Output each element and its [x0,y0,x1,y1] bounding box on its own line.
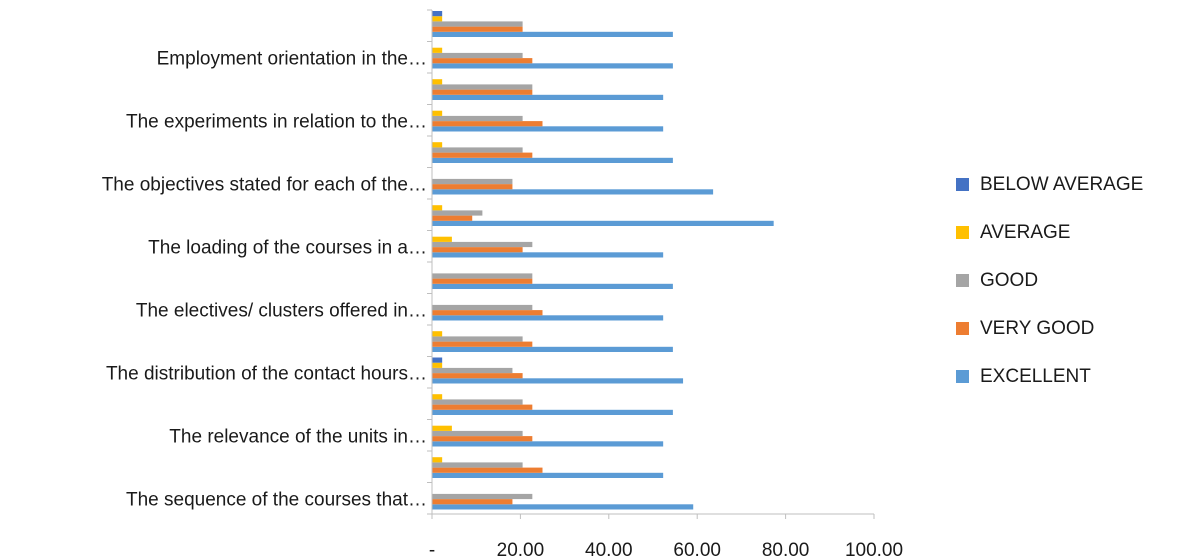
bar-very-good-2 [432,436,533,442]
x-tick-label: 60.00 [673,540,721,560]
legend-swatch-average [956,226,969,239]
bar-good-6 [432,304,533,311]
legend-label-good: GOOD [980,270,1038,291]
axes-group [427,9,875,519]
bar-excellent-2 [432,441,664,447]
legend-label-very-good: VERY GOOD [980,318,1094,339]
bar-very-good-15 [432,26,523,32]
category-label: The distribution of the contact hours… [106,363,427,384]
bar-very-good-7 [432,278,533,284]
bar-average-13 [432,79,443,85]
bar-excellent-6 [432,315,664,321]
x-tick-label: 40.00 [585,540,633,560]
bar-good-7 [432,273,533,279]
bar-average-14 [432,47,443,53]
legend-swatch-very-good [956,322,969,335]
bar-good-11 [432,147,523,153]
bar-good-4 [432,367,513,374]
category-label: The sequence of the courses that… [126,489,427,510]
bar-very-good-8 [432,247,523,253]
bar-excellent-9 [432,220,774,226]
bar-excellent-12 [432,126,664,132]
bar-average-4 [432,362,443,368]
bar-average-9 [432,205,443,211]
bar-good-3 [432,399,523,405]
bar-very-good-0 [432,499,513,505]
bar-good-0 [432,493,533,500]
bar-average-1 [432,457,443,463]
bar-good-15 [432,21,523,27]
legend-swatch-good [956,274,969,287]
bar-very-good-9 [432,215,473,221]
x-tick-label: - [429,540,435,560]
bar-very-good-12 [432,121,543,127]
bars-group [432,11,774,510]
category-label: Employment orientation in the… [157,48,427,69]
legend: BELOW AVERAGE AVERAGE GOOD VERY GOOD EXCELLE… [956,174,1143,387]
bar-excellent-10 [432,189,714,195]
legend-label-average: AVERAGE [980,222,1070,243]
bar-good-10 [432,178,513,185]
bar-good-5 [432,336,523,342]
legend-swatch-below-average [956,178,969,191]
bar-below-average-15 [432,11,443,17]
bar-good-12 [432,115,523,122]
bar-average-2 [432,425,452,431]
legend-label-excellent: EXCELLENT [980,366,1091,387]
bar-excellent-14 [432,63,673,69]
bar-excellent-0 [432,504,694,510]
category-label: The loading of the courses in a… [148,237,427,258]
bar-average-3 [432,394,443,400]
x-tick-label: 100.00 [845,540,903,560]
bar-excellent-3 [432,409,673,415]
x-tick-label: 80.00 [762,540,810,560]
bar-very-good-10 [432,184,513,190]
x-tick-label: 20.00 [497,540,545,560]
bar-excellent-1 [432,472,664,478]
category-labels-group: The sequence of the courses that… The rel… [102,48,427,510]
bar-good-2 [432,430,523,437]
bar-excellent-11 [432,157,673,163]
bar-very-good-13 [432,89,533,95]
bar-good-1 [432,462,523,468]
bar-below-average-4 [432,357,443,363]
category-label: The experiments in relation to the… [126,111,427,132]
bar-very-good-3 [432,404,533,410]
legend-label-below-average: BELOW AVERAGE [980,174,1143,195]
bar-excellent-7 [432,283,673,289]
bar-average-15 [432,16,443,22]
bar-very-good-5 [432,341,533,347]
bar-excellent-13 [432,94,664,100]
bar-very-good-6 [432,310,543,316]
bar-excellent-4 [432,378,684,384]
bar-good-8 [432,241,533,248]
category-label: The objectives stated for each of the… [102,174,427,195]
bar-average-12 [432,110,443,116]
bar-excellent-8 [432,252,664,258]
bar-very-good-14 [432,58,533,64]
bar-very-good-11 [432,152,533,158]
bar-average-11 [432,142,443,148]
category-label: The electives/ clusters offered in… [136,300,427,321]
bar-good-9 [432,210,483,216]
category-label: The relevance of the units in… [169,426,427,447]
bar-very-good-1 [432,467,543,473]
bar-good-14 [432,52,523,59]
bar-excellent-5 [432,346,673,352]
bar-very-good-4 [432,373,523,379]
bar-good-13 [432,84,533,90]
bar-excellent-15 [432,31,673,37]
bar-average-5 [432,331,443,337]
legend-swatch-excellent [956,370,969,383]
bar-average-8 [432,236,452,242]
x-tick-labels-group: - 20.00 40.00 60.00 80.00 100.00 [429,540,903,560]
